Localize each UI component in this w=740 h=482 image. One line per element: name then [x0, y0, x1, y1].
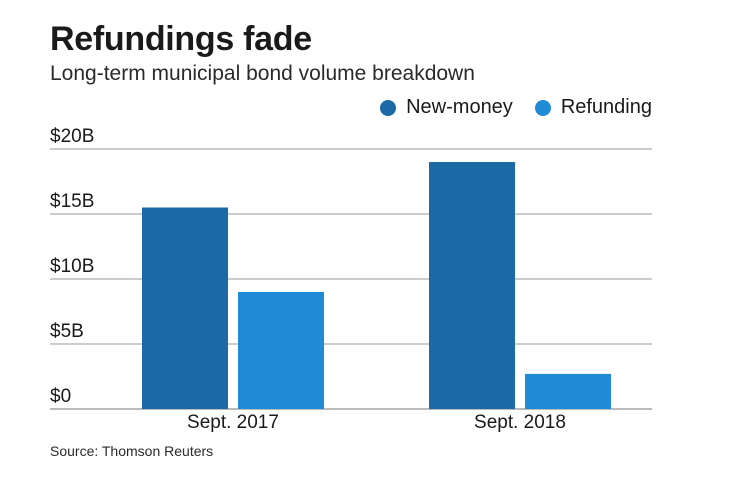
y-tick-label-0: $0: [50, 386, 71, 407]
chart-subtitle: Long-term municipal bond volume breakdow…: [50, 62, 475, 85]
y-tick-label-2: $10B: [50, 256, 94, 277]
bar-refunding-1: [525, 373, 611, 409]
legend-label-refunding: Refunding: [560, 96, 652, 118]
y-tick-label-1: $5B: [50, 321, 84, 342]
x-category-label-1: Sept. 2018: [474, 412, 566, 433]
legend-item-new-money: New-money: [380, 96, 513, 119]
legend-swatch-refunding: [534, 99, 551, 116]
bar-refunding-0: [238, 292, 324, 409]
legend: New-money Refunding: [380, 96, 652, 119]
legend-swatch-new-money: [380, 99, 397, 116]
y-tick-label-4: $20B: [50, 126, 94, 147]
source-note: Source: Thomson Reuters: [50, 443, 214, 459]
legend-label-new-money: New-money: [406, 96, 513, 118]
chart-title: Refundings fade: [50, 20, 312, 58]
y-tick-label-3: $15B: [50, 191, 94, 212]
legend-item-refunding: Refunding: [534, 96, 652, 119]
bar-new-money-1: [429, 162, 515, 409]
x-category-label-0: Sept. 2017: [187, 412, 279, 433]
bar-new-money-0: [142, 207, 228, 409]
